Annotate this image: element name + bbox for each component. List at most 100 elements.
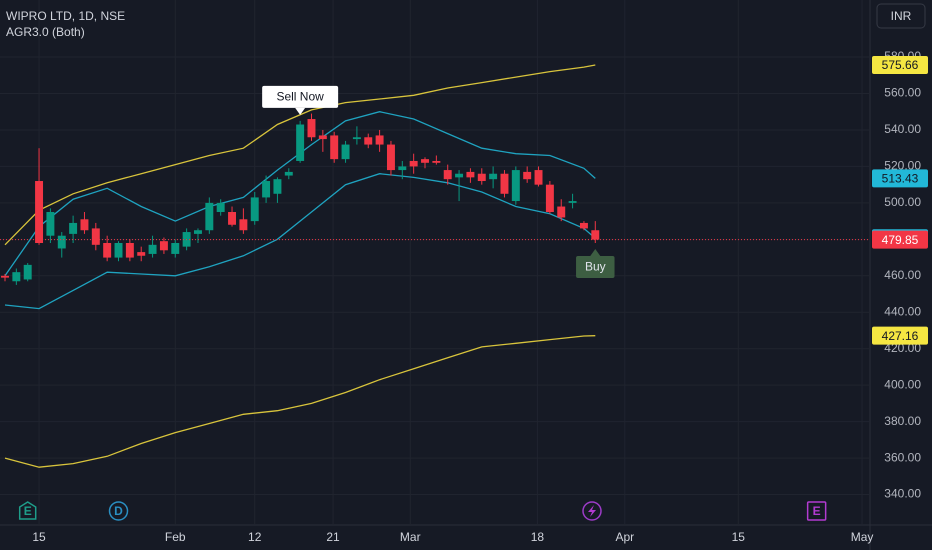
candle-body (307, 119, 316, 138)
x-tick-label: 15 (732, 530, 746, 544)
band-line (4, 335, 596, 468)
price-label-box (872, 230, 928, 249)
candle-body (409, 160, 418, 167)
candle-body (466, 171, 475, 178)
price-label-box (872, 55, 928, 74)
y-tick-label: 560.00 (884, 86, 921, 100)
event-icon[interactable] (18, 501, 37, 520)
candle-body (523, 171, 532, 180)
y-tick-label: 360.00 (884, 450, 921, 464)
candle-body (125, 242, 134, 258)
price-label: 427.16 (882, 329, 919, 343)
band-line (4, 64, 596, 246)
annotation-text: Sell Now (276, 90, 324, 104)
candle-body (159, 241, 168, 251)
candle-body (57, 235, 66, 249)
candle-body (330, 135, 339, 160)
candle-body (250, 197, 259, 222)
candle-body (80, 219, 89, 231)
candle-body (137, 252, 146, 256)
candle-body (114, 242, 123, 258)
candle-body (12, 272, 21, 282)
candle-body (216, 202, 225, 213)
candle-body (23, 264, 32, 280)
x-tick-label: 12 (248, 530, 262, 544)
candle-body (375, 135, 384, 145)
candle-body (398, 166, 407, 171)
chart-title: WIPRO LTD, 1D, NSE (6, 9, 125, 23)
candle-body (91, 228, 100, 245)
candle-body (579, 222, 588, 229)
flash-event-icon[interactable] (582, 501, 602, 521)
candle-body (103, 242, 112, 258)
candle-body (46, 212, 55, 236)
x-tick-label: May (851, 530, 874, 544)
price-label: 575.66 (882, 58, 919, 72)
annotation-box (576, 255, 615, 278)
event-label[interactable]: D (114, 504, 123, 518)
candle-body (352, 137, 361, 140)
candle-body (341, 144, 350, 160)
x-tick-label: 15 (32, 530, 46, 544)
candle-body (262, 181, 271, 198)
band-line (4, 173, 596, 310)
x-tick-label: 21 (326, 530, 340, 544)
annotation-text: Buy (585, 260, 606, 274)
band-line (4, 111, 596, 277)
candle-body (148, 244, 157, 254)
x-tick-label: 18 (531, 530, 545, 544)
price-label: 513.43 (882, 172, 919, 186)
price-label-box (872, 326, 928, 345)
y-tick-label: 340.00 (884, 487, 921, 501)
candle-body (296, 124, 305, 161)
y-tick-label: 500.00 (884, 195, 921, 209)
price-label: 479.85 (882, 233, 919, 247)
candle-body (455, 173, 464, 178)
y-tick-label: 380.00 (884, 414, 921, 428)
candle-body (364, 137, 373, 145)
indicator-name: AGR3.0 (Both) (6, 25, 85, 39)
candle-body (557, 206, 566, 218)
annotation-arrow (295, 107, 306, 115)
overlay: 340.00360.00380.00400.00420.00440.00460.… (0, 49, 928, 544)
x-tick-label: Apr (615, 530, 634, 544)
event-label[interactable]: E (24, 504, 32, 518)
event-label[interactable]: E (813, 504, 821, 518)
annotation-box (262, 85, 339, 108)
candle-body (568, 201, 577, 203)
currency-label[interactable]: INR (891, 9, 912, 23)
candle-body (35, 181, 44, 243)
candle-body (511, 170, 520, 202)
y-tick-label: 540.00 (884, 122, 921, 136)
y-tick-label: 460.00 (884, 268, 921, 282)
candle-body (477, 173, 486, 182)
candle-body (432, 160, 441, 163)
candle-body (273, 179, 282, 194)
y-tick-label: 400.00 (884, 377, 921, 391)
candle-body (534, 170, 543, 185)
event-icon[interactable] (108, 501, 129, 521)
candle-body (205, 202, 214, 231)
candle-body (239, 219, 248, 231)
candle-body (489, 173, 498, 180)
candle-body (443, 170, 452, 180)
price-label-box (872, 169, 928, 188)
event-icon[interactable] (806, 501, 827, 521)
candle-body (386, 144, 395, 171)
candle-body (421, 159, 429, 163)
candle-body (194, 230, 202, 234)
candle-body (171, 242, 180, 254)
candle-body (591, 230, 600, 240)
x-tick-label: Mar (400, 530, 421, 544)
candle-body (284, 171, 293, 176)
currency-button[interactable] (876, 3, 926, 29)
candle-body (545, 184, 554, 213)
annotation-arrow (590, 248, 601, 256)
candle-body (228, 212, 237, 225)
y-tick-label: 520.00 (884, 159, 921, 173)
candle-body (1, 275, 9, 278)
